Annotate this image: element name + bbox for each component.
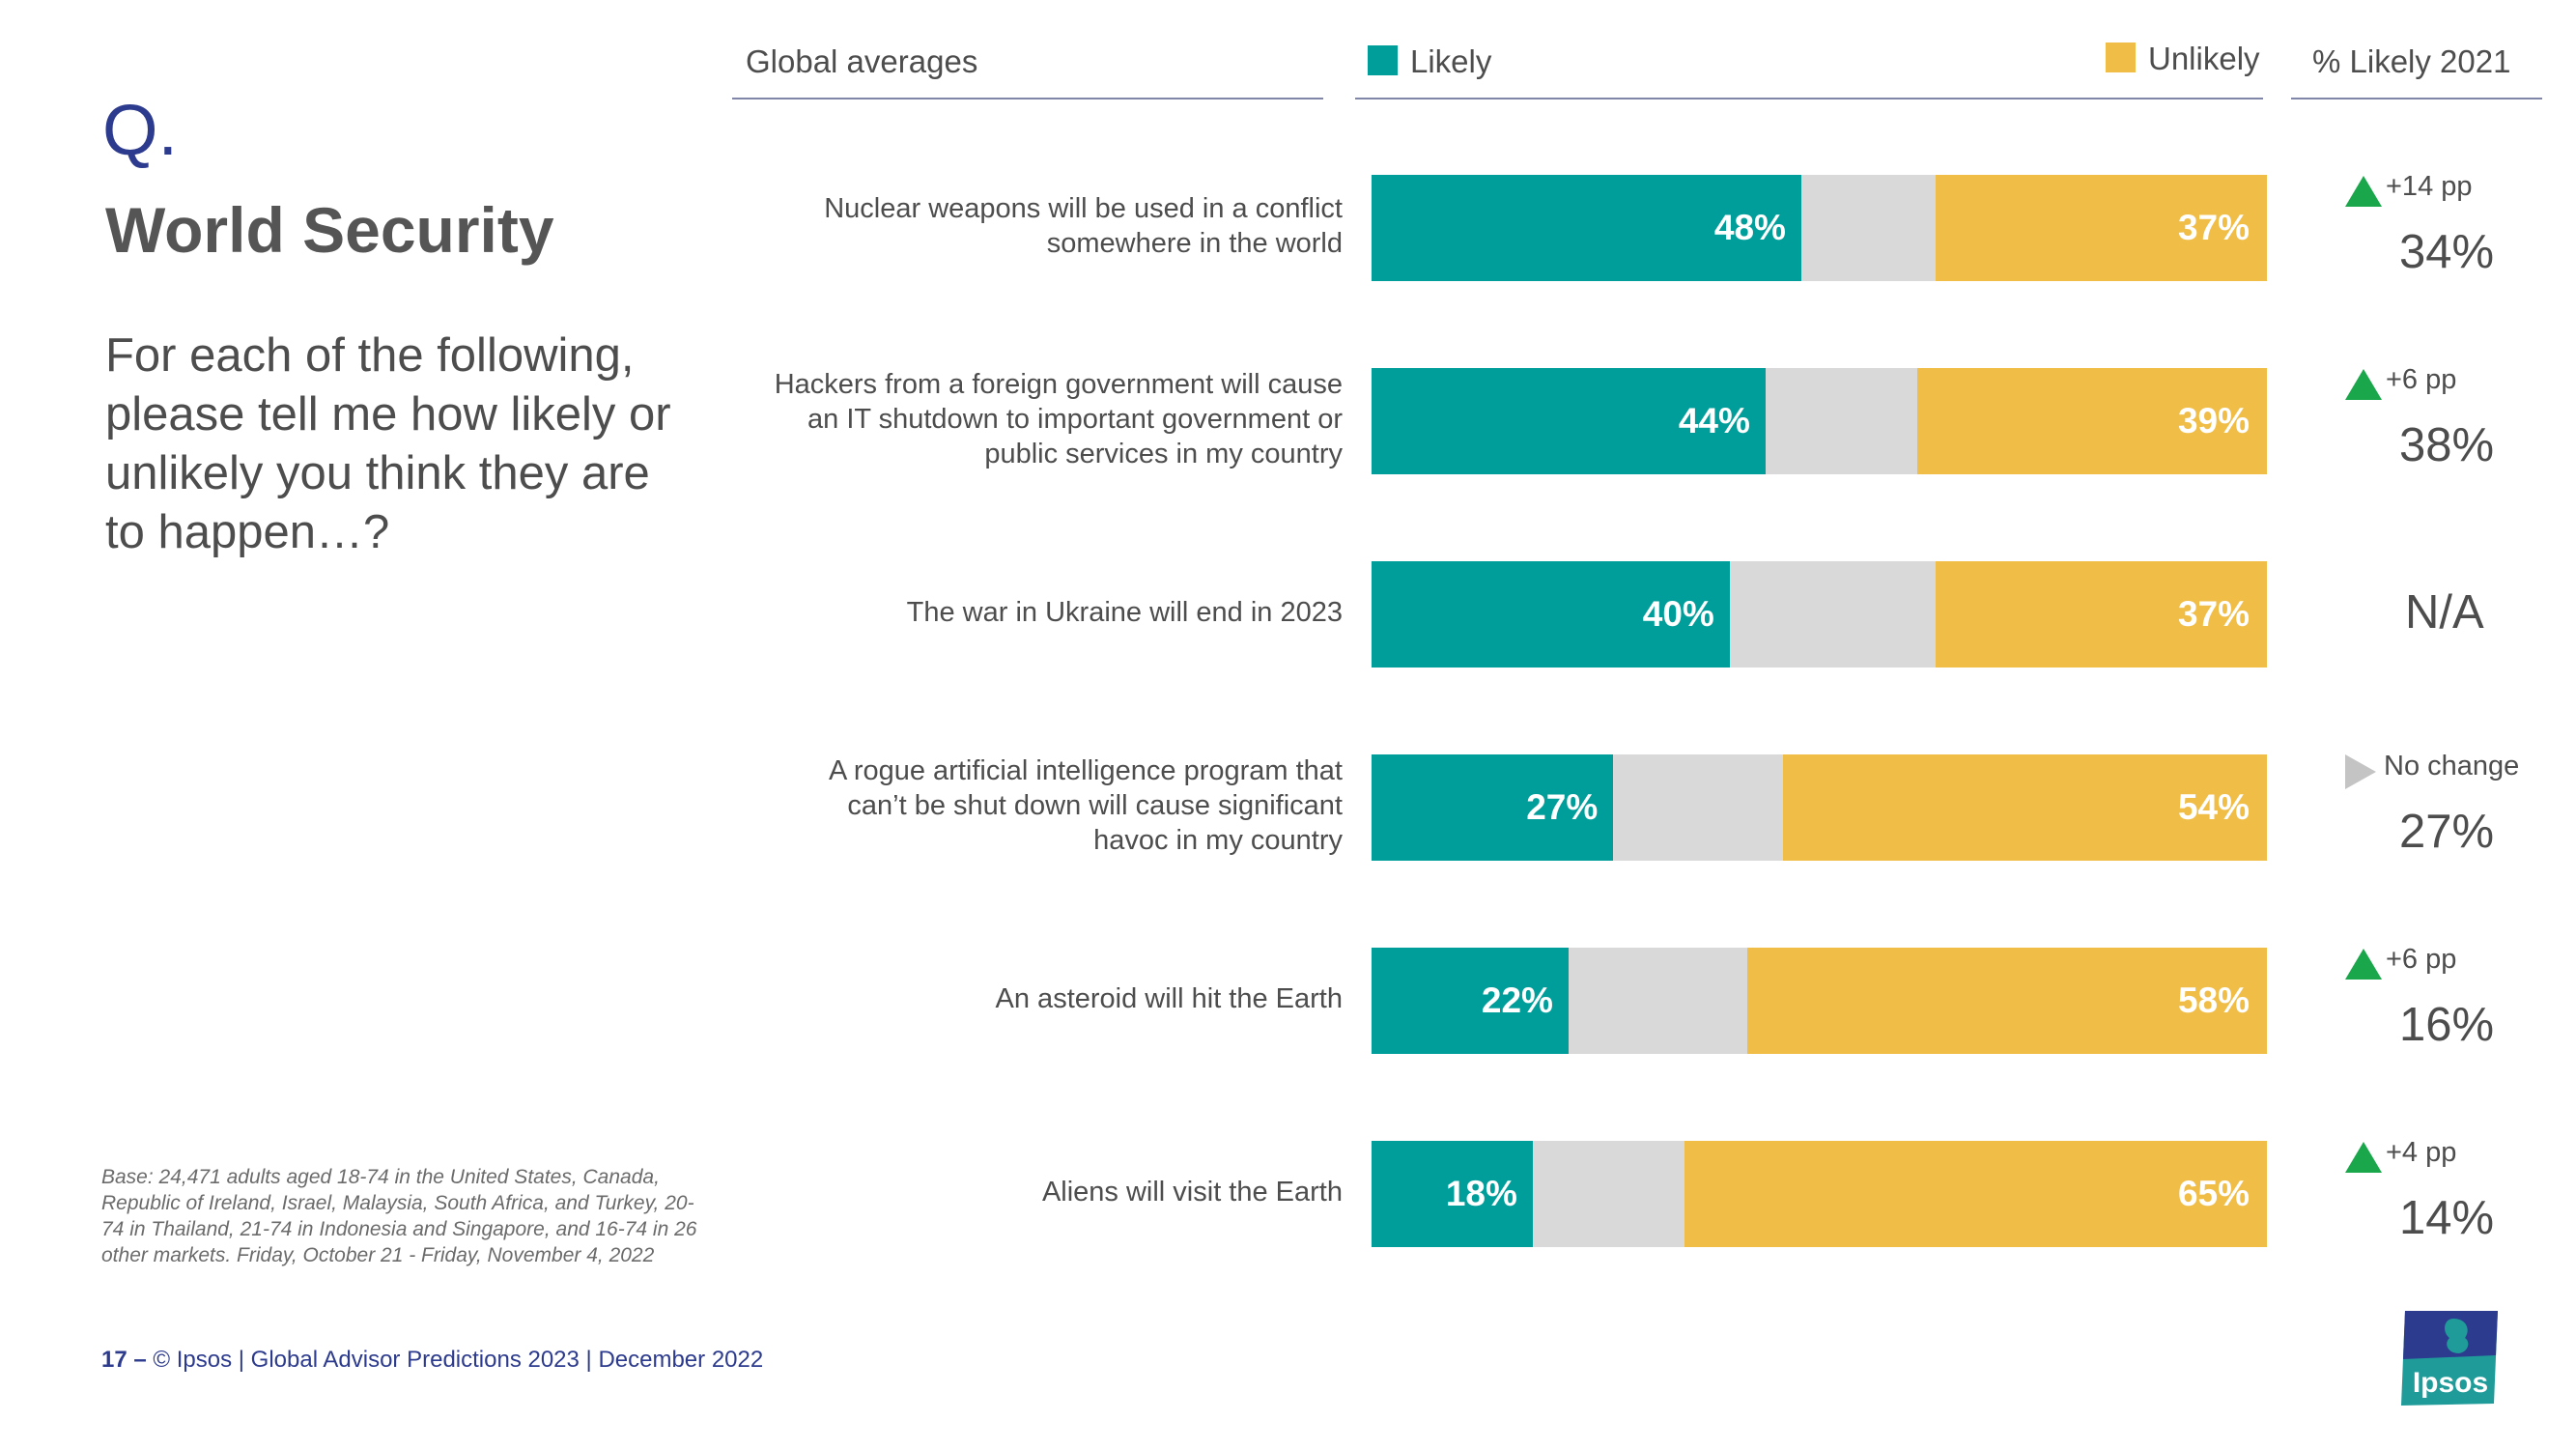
bar-unlikely (1936, 561, 2267, 668)
footer-text: © Ipsos | Global Advisor Predictions 202… (153, 1347, 764, 1373)
statement-line: public services in my country (984, 439, 1343, 469)
ipsos-logo: Ipsos (2401, 1311, 2498, 1406)
bar-unlikely-label: 37% (2177, 594, 2250, 634)
statement-label: Nuclear weapons will be used in a confli… (724, 191, 1343, 261)
bar-neutral (1613, 754, 1784, 861)
change-label: +6 pp (2386, 364, 2457, 395)
bar-likely-label: 27% (1526, 787, 1599, 827)
bar-unlikely-label: 58% (2177, 980, 2250, 1020)
bar-unlikely-label: 37% (2177, 208, 2250, 247)
statement-label: Hackers from a foreign government will c… (724, 367, 1343, 471)
statement-line: Hackers from a foreign government will c… (774, 369, 1343, 400)
bar-likely-label: 48% (1713, 208, 1786, 247)
statement-line: havoc in my country (1093, 825, 1343, 856)
up-arrow-icon (2345, 176, 2382, 207)
bar-neutral (1532, 1141, 1685, 1247)
legend-unlikely-swatch (2106, 43, 2136, 72)
bar-unlikely (1936, 175, 2267, 281)
legend-likely-swatch (1368, 45, 1398, 75)
bar-likely (1372, 175, 1801, 281)
bar-likely-label: 22% (1481, 980, 1553, 1020)
bar-likely-label: 44% (1678, 401, 1750, 440)
likely-2021-value: 34% (2399, 226, 2495, 278)
bar-likely-label: 18% (1445, 1174, 1517, 1213)
bar-likely (1372, 948, 1569, 1054)
statement-label: Aliens will visit the Earth (724, 1175, 1343, 1209)
likely-2021-value: 14% (2399, 1192, 2495, 1244)
question-text: For each of the following, please tell m… (105, 329, 671, 558)
base-note: Base: 24,471 adults aged 18-74 in the Un… (101, 1166, 697, 1266)
bar-neutral (1765, 368, 1918, 474)
bar-neutral (1800, 175, 1936, 281)
change-label: +4 pp (2386, 1137, 2457, 1168)
likely-2021-value: N/A (2405, 586, 2484, 639)
bar-unlikely (1783, 754, 2267, 861)
page-number: 17 – (101, 1347, 147, 1373)
statement-line: An asteroid will hit the Earth (995, 983, 1343, 1014)
statement-line: can’t be shut down will cause significan… (847, 790, 1343, 821)
header-rule-2021 (2291, 98, 2542, 99)
statement-line: Aliens will visit the Earth (1041, 1177, 1343, 1208)
statement-line: A rogue artificial intelligence program … (829, 755, 1343, 786)
bar-likely (1372, 368, 1766, 474)
header-rule-bars (1355, 98, 2263, 99)
likely-2021-value: 27% (2399, 806, 2495, 858)
question-mark-label: Q. (102, 90, 179, 170)
likely-2021-value: 38% (2399, 419, 2495, 471)
statement-label: An asteroid will hit the Earth (724, 981, 1343, 1016)
header-rule-global (732, 98, 1323, 99)
bar-unlikely-label: 54% (2177, 787, 2250, 827)
legend-unlikely-label: Unlikely (2148, 41, 2260, 76)
bar-unlikely-label: 39% (2177, 401, 2250, 440)
statement-label: A rogue artificial intelligence program … (724, 753, 1343, 858)
change-label: No change (2384, 751, 2520, 781)
up-arrow-icon (2345, 369, 2382, 400)
statement-line: The war in Ukraine will end in 2023 (906, 597, 1343, 628)
change-label: +14 pp (2386, 171, 2473, 202)
bar-likely (1372, 1141, 1533, 1247)
statement-label: The war in Ukraine will end in 2023 (724, 595, 1343, 630)
right-arrow-icon (2345, 754, 2376, 789)
bar-neutral (1729, 561, 1936, 668)
likely-2021-value: 16% (2399, 999, 2495, 1051)
bar-likely (1372, 754, 1614, 861)
bar-unlikely (1747, 948, 2267, 1054)
bar-likely-label: 40% (1642, 594, 1714, 634)
legend-likely-label: Likely (1410, 43, 1492, 79)
statement-line: Nuclear weapons will be used in a confli… (824, 193, 1343, 224)
statement-line: an IT shutdown to important government o… (807, 404, 1343, 435)
up-arrow-icon (2345, 1142, 2382, 1173)
bar-unlikely (1917, 368, 2267, 474)
bar-unlikely (1684, 1141, 2267, 1247)
bar-likely (1372, 561, 1730, 668)
logo-text: Ipsos (2413, 1367, 2488, 1399)
global-averages-header: Global averages (746, 43, 978, 79)
footer: 17 – © Ipsos | Global Advisor Prediction… (101, 1347, 763, 1374)
bar-neutral (1568, 948, 1748, 1054)
change-label: +6 pp (2386, 944, 2457, 975)
page-title: World Security (105, 194, 554, 266)
likely-2021-header: % Likely 2021 (2312, 43, 2511, 79)
up-arrow-icon (2345, 949, 2382, 980)
statement-line: somewhere in the world (1046, 228, 1343, 259)
bar-unlikely-label: 65% (2177, 1174, 2250, 1213)
